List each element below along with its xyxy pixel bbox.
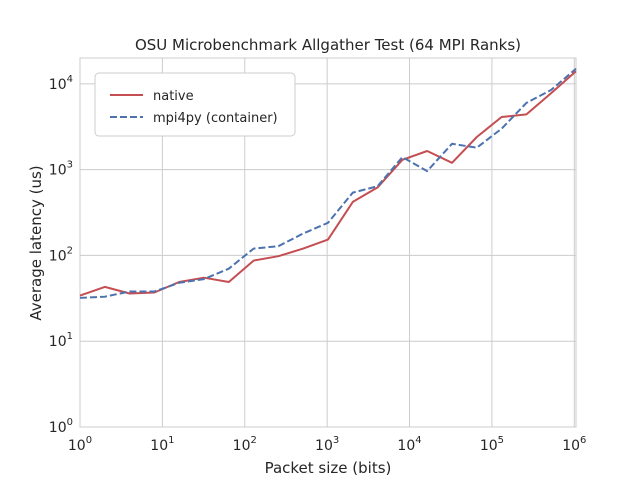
- chart-title: OSU Microbenchmark Allgather Test (64 MP…: [135, 36, 521, 54]
- series-lines: [79, 67, 577, 299]
- x-tick-label: 105: [480, 435, 504, 454]
- legend-label-native: native: [153, 89, 194, 104]
- y-tick-label: 102: [49, 245, 73, 264]
- y-tick-label: 103: [49, 160, 73, 179]
- x-tick-label: 100: [68, 435, 92, 454]
- x-tick-label: 106: [562, 435, 586, 454]
- y-axis-label: Average latency (us): [27, 165, 45, 320]
- y-tick-labels: 100 101 102 103 104: [49, 74, 73, 436]
- series-line-mpi4py: [79, 67, 577, 299]
- legend: native mpi4py (container): [94, 72, 296, 137]
- x-tick-labels: 100 101 102 103 104 105 106: [68, 435, 587, 454]
- x-tick-label: 101: [150, 435, 174, 454]
- x-tick-label: 103: [315, 435, 339, 454]
- y-tick-label: 101: [49, 331, 73, 350]
- y-tick-label: 104: [49, 74, 73, 93]
- x-tick-label: 104: [397, 435, 421, 454]
- legend-box: [94, 72, 296, 137]
- x-tick-label: 102: [233, 435, 257, 454]
- legend-label-mpi4py: mpi4py (container): [153, 111, 278, 126]
- x-axis-label: Packet size (bits): [265, 459, 392, 477]
- y-tick-label: 100: [49, 417, 73, 436]
- plot-frame: [79, 57, 577, 428]
